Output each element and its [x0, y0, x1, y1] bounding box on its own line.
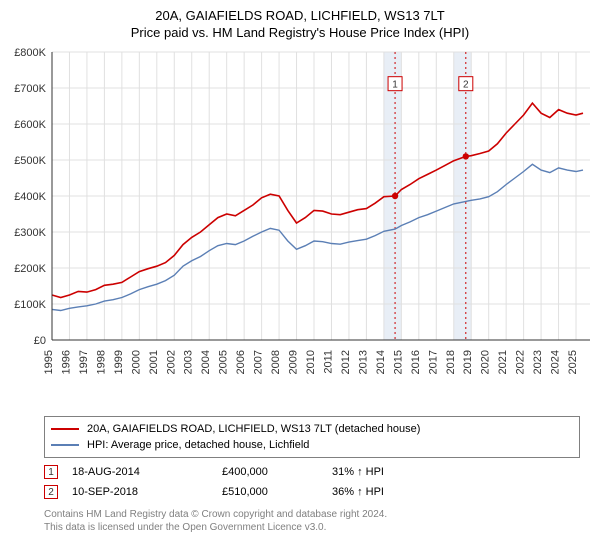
legend-swatch	[51, 428, 79, 430]
svg-text:2015: 2015	[392, 350, 404, 374]
svg-text:2016: 2016	[410, 350, 422, 374]
svg-text:£400K: £400K	[14, 191, 46, 203]
footer-attribution: Contains HM Land Registry data © Crown c…	[44, 508, 580, 534]
sale-marker: 1	[44, 465, 58, 479]
legend-label: HPI: Average price, detached house, Lich…	[87, 439, 309, 451]
line-chart: £0 £100K £200K £300K £400K £500K £600K £700K £80…	[0, 40, 600, 410]
svg-text:2023: 2023	[532, 350, 544, 374]
svg-text:2018: 2018	[445, 350, 457, 374]
svg-text:2020: 2020	[480, 350, 492, 374]
chart-title-sub: Price paid vs. HM Land Registry's House …	[0, 25, 600, 40]
legend-swatch	[51, 444, 79, 446]
svg-text:2017: 2017	[427, 350, 439, 374]
sale-table: 1 18-AUG-2014£400,00031% ↑ HPI 2 10-SEP-201…	[44, 462, 580, 502]
footer-line-1: Contains HM Land Registry data © Crown c…	[44, 508, 580, 521]
svg-text:2007: 2007	[253, 350, 265, 374]
svg-text:2009: 2009	[288, 350, 300, 374]
svg-text:2025: 2025	[567, 350, 579, 374]
svg-text:2019: 2019	[462, 350, 474, 374]
chart-title-address: 20A, GAIAFIELDS ROAD, LICHFIELD, WS13 7L…	[0, 8, 600, 23]
legend-item: HPI: Average price, detached house, Lich…	[51, 437, 573, 453]
sale-row: 1 18-AUG-2014£400,00031% ↑ HPI	[44, 462, 580, 482]
sale-delta: 36% ↑ HPI	[332, 486, 432, 498]
svg-text:1998: 1998	[95, 350, 107, 374]
svg-text:2005: 2005	[218, 350, 230, 374]
svg-text:2002: 2002	[165, 350, 177, 374]
chart-area: £0 £100K £200K £300K £400K £500K £600K £700K £80…	[0, 40, 600, 410]
legend-label: 20A, GAIAFIELDS ROAD, LICHFIELD, WS13 7L…	[87, 423, 420, 435]
svg-text:£300K: £300K	[14, 227, 46, 239]
svg-text:2004: 2004	[200, 350, 212, 374]
sale-date: 18-AUG-2014	[72, 466, 222, 478]
svg-text:2022: 2022	[515, 350, 527, 374]
svg-text:1995: 1995	[43, 350, 55, 374]
svg-text:2021: 2021	[497, 350, 509, 374]
svg-text:£600K: £600K	[14, 119, 46, 131]
svg-text:£100K: £100K	[14, 299, 46, 311]
svg-text:2013: 2013	[357, 350, 369, 374]
svg-text:£700K: £700K	[14, 83, 46, 95]
svg-text:2: 2	[463, 80, 469, 91]
sale-price: £510,000	[222, 486, 332, 498]
sale-date: 10-SEP-2018	[72, 486, 222, 498]
svg-text:£500K: £500K	[14, 155, 46, 167]
sale-price: £400,000	[222, 466, 332, 478]
footer-line-2: This data is licensed under the Open Gov…	[44, 521, 580, 534]
svg-text:2001: 2001	[148, 350, 160, 374]
svg-text:2000: 2000	[130, 350, 142, 374]
svg-text:1997: 1997	[78, 350, 90, 374]
svg-text:2014: 2014	[375, 350, 387, 374]
svg-text:2008: 2008	[270, 350, 282, 374]
legend-item: 20A, GAIAFIELDS ROAD, LICHFIELD, WS13 7L…	[51, 421, 573, 437]
sale-marker: 2	[44, 485, 58, 499]
svg-text:2006: 2006	[235, 350, 247, 374]
svg-text:£800K: £800K	[14, 47, 46, 59]
svg-text:2011: 2011	[322, 350, 334, 374]
svg-text:£0: £0	[34, 335, 46, 347]
sale-delta: 31% ↑ HPI	[332, 466, 432, 478]
svg-text:1996: 1996	[60, 350, 72, 374]
svg-text:£200K: £200K	[14, 263, 46, 275]
svg-text:1999: 1999	[113, 350, 125, 374]
legend: 20A, GAIAFIELDS ROAD, LICHFIELD, WS13 7L…	[44, 416, 580, 458]
svg-text:2003: 2003	[183, 350, 195, 374]
svg-text:2024: 2024	[550, 350, 562, 374]
svg-text:2012: 2012	[340, 350, 352, 374]
svg-text:2010: 2010	[305, 350, 317, 374]
svg-text:1: 1	[392, 80, 398, 91]
sale-row: 2 10-SEP-2018£510,00036% ↑ HPI	[44, 482, 580, 502]
